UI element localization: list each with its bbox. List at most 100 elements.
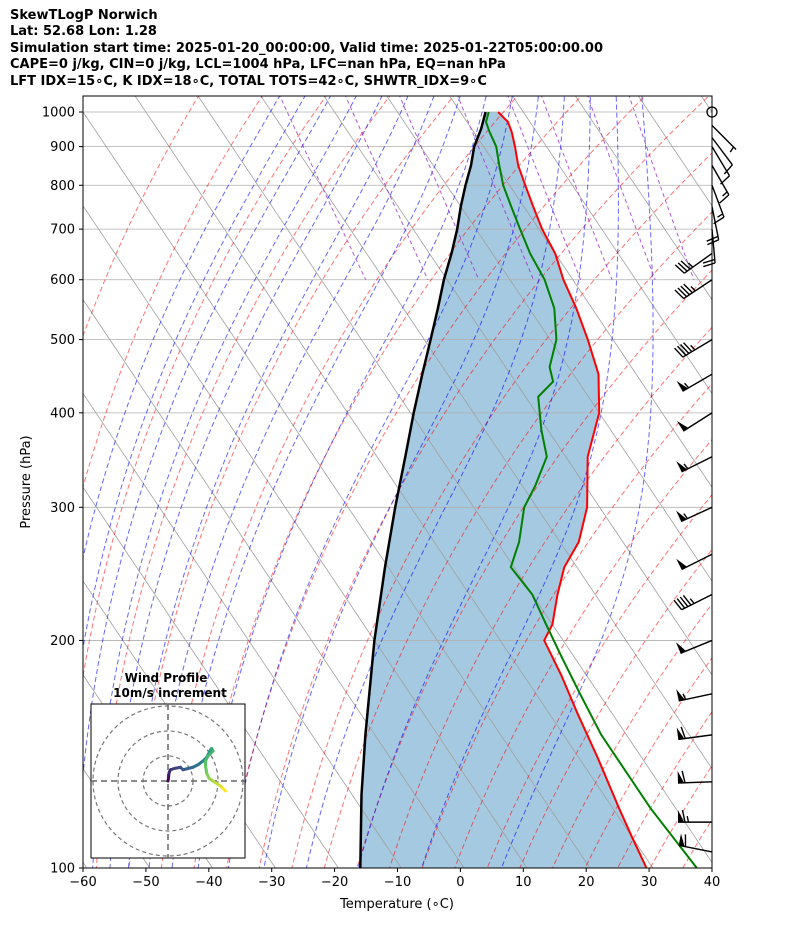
wind-barb <box>675 639 713 654</box>
barb-half <box>683 463 689 470</box>
barb-flag <box>675 642 687 654</box>
y-tick-label: 1000 <box>42 106 75 121</box>
barb-staff <box>681 593 713 611</box>
wind-barb <box>702 229 716 268</box>
barb-staff <box>682 338 713 358</box>
barb-flag <box>677 771 685 783</box>
wind-barb <box>674 279 713 300</box>
barb-staff <box>681 553 713 571</box>
barb-full <box>673 599 683 611</box>
wind-barb <box>674 252 713 274</box>
moist-adiabat <box>501 96 654 868</box>
hodograph-subtitle: 10m/s increment <box>113 686 227 700</box>
wind-barb <box>676 412 713 432</box>
barb-half <box>686 815 690 823</box>
barb-staff <box>677 781 713 784</box>
dry-adiabat <box>790 81 794 903</box>
barb-full <box>681 770 686 783</box>
x-tick-label: −30 <box>258 875 285 890</box>
barb-full <box>677 345 687 356</box>
moist-adiabat <box>227 96 513 868</box>
temperature-line <box>497 111 648 868</box>
barb-staff <box>711 206 720 240</box>
moist-adiabat <box>83 96 332 780</box>
parcel-line <box>359 111 487 868</box>
x-tick-label: −40 <box>195 875 222 890</box>
dry-adiabat <box>695 81 794 903</box>
barb-full <box>681 809 686 823</box>
barb-flag <box>676 461 687 472</box>
chart-header: SkewTLogP Norwich Lat: 52.68 Lon: 1.28 S… <box>10 8 603 90</box>
dry-adiabat <box>291 152 712 868</box>
hodograph-ring <box>117 730 219 832</box>
y-tick-label: 100 <box>50 862 75 877</box>
wind-barb <box>678 809 712 823</box>
moist-adiabat <box>357 96 591 868</box>
isotherm--80 <box>83 298 465 868</box>
isotherm--100 <box>83 486 339 868</box>
barb-full <box>677 287 688 298</box>
barb-full <box>674 347 684 358</box>
cape-line: CAPE=0 j/kg, CIN=0 j/kg, LCL=1004 hPa, L… <box>10 57 506 73</box>
dry-adiabat <box>95 96 391 868</box>
isotherm--90 <box>83 392 402 868</box>
moist-adiabat <box>128 96 409 868</box>
y-tick-label: 700 <box>50 223 75 238</box>
dry-adiabat <box>83 96 263 490</box>
y-tick-label: 200 <box>50 634 75 649</box>
moist-adiabat <box>83 96 281 560</box>
y-tick-label: 900 <box>50 140 75 155</box>
barb-half <box>689 598 695 604</box>
barb-flag <box>676 727 685 740</box>
barb-flag <box>676 420 689 432</box>
x-axis-title: Temperature (∘C) <box>339 897 454 912</box>
x-tick-label: 40 <box>704 875 721 890</box>
dry-adiabat <box>83 96 327 680</box>
wind-barb <box>673 593 713 611</box>
barb-full <box>677 262 688 272</box>
barb-staff <box>678 693 713 702</box>
dry-adiabat <box>323 211 712 868</box>
barb-flag <box>676 558 687 570</box>
x-tick-label: −10 <box>384 875 411 890</box>
barb-half <box>722 191 728 197</box>
moist-adiabat <box>171 96 461 868</box>
barb-flag <box>678 810 684 823</box>
x-tick-label: −20 <box>321 875 348 890</box>
y-tick-label: 300 <box>50 501 75 516</box>
barb-staff <box>678 734 713 741</box>
moist-adiabat <box>83 96 306 651</box>
wind-barb <box>676 373 713 392</box>
wind-barb <box>674 338 713 358</box>
time-line: Simulation start time: 2025-01-20_00:00:… <box>10 40 603 56</box>
index-line: LFT IDX=15∘C, K IDX=18∘C, TOTAL TOTS=42∘… <box>10 73 487 89</box>
barb-full <box>679 596 689 608</box>
barb-full <box>702 258 715 264</box>
isotherm-20 <box>574 96 712 301</box>
hodograph-title: Wind Profile <box>125 671 208 685</box>
moist-adiabat <box>197 96 487 868</box>
dry-adiabat <box>193 96 582 868</box>
dry-adiabat <box>682 818 712 868</box>
mixing-ratio-line <box>587 96 656 280</box>
barb-half <box>687 262 694 268</box>
wind-barb <box>711 165 730 204</box>
wind-barb <box>677 770 713 784</box>
moist-adiabat <box>92 96 357 868</box>
barb-full <box>703 262 716 268</box>
barb-flag <box>678 833 685 847</box>
barb-full <box>676 598 686 609</box>
barb-half <box>683 513 689 519</box>
dry-adiabat <box>617 710 712 868</box>
x-tick-label: 10 <box>515 875 532 890</box>
isotherm-40 <box>700 96 712 113</box>
x-tick-label: −60 <box>69 875 96 890</box>
location-line: Lat: 52.68 Lon: 1.28 <box>10 24 157 40</box>
isotherm--70 <box>83 205 528 868</box>
barb-staff <box>711 185 725 218</box>
barb-staff <box>680 639 713 654</box>
dry-adiabat <box>758 81 794 903</box>
isotherm-30 <box>637 96 712 207</box>
barb-full <box>723 164 733 175</box>
